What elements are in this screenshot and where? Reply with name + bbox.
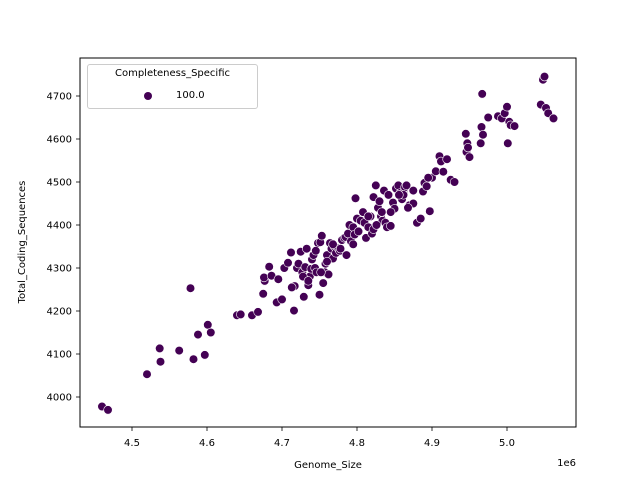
data-point xyxy=(322,257,332,267)
data-point xyxy=(374,196,385,206)
y-tick-label: 4100 xyxy=(47,350,72,361)
y-tick-label: 4500 xyxy=(47,178,72,189)
data-point xyxy=(377,207,387,217)
data-point xyxy=(348,239,358,249)
y-axis-ticks: 4000 4100 4200 4300 4400 4500 4600 4700 xyxy=(47,92,80,404)
data-point xyxy=(236,309,246,320)
data-point xyxy=(476,138,486,148)
data-point xyxy=(548,113,559,123)
data-point xyxy=(502,102,512,112)
data-point xyxy=(423,173,433,183)
data-point xyxy=(174,346,184,356)
data-point xyxy=(539,71,550,82)
data-point xyxy=(277,294,287,305)
y-tick-label: 4700 xyxy=(47,92,72,103)
data-point xyxy=(403,203,413,213)
data-point xyxy=(363,211,373,221)
x-axis-label: Genome_Size xyxy=(294,460,362,471)
data-point xyxy=(185,283,196,293)
x-tick-label: 4.5 xyxy=(124,438,140,449)
legend-title: Completeness_Specific xyxy=(114,68,231,79)
data-point xyxy=(401,180,412,190)
y-tick-label: 4000 xyxy=(47,393,72,404)
data-point xyxy=(483,112,493,123)
data-point xyxy=(258,289,268,299)
data-point xyxy=(463,143,473,153)
legend-marker-icon xyxy=(144,92,152,100)
data-point xyxy=(316,267,326,277)
data-point xyxy=(253,307,263,317)
data-point xyxy=(264,262,274,272)
data-point xyxy=(155,343,165,354)
data-point xyxy=(289,306,299,316)
data-point xyxy=(273,274,283,284)
data-point xyxy=(442,154,452,164)
data-point xyxy=(328,239,338,249)
data-point xyxy=(103,405,113,415)
data-point xyxy=(477,89,487,99)
y-tick-label: 4200 xyxy=(47,307,72,318)
data-point xyxy=(311,246,321,256)
data-point xyxy=(476,122,487,132)
legend-entry-label: 100.0 xyxy=(176,90,205,101)
data-point xyxy=(314,290,325,300)
data-point xyxy=(317,231,327,241)
y-tick-label: 4400 xyxy=(47,221,72,232)
data-point xyxy=(509,121,520,131)
x-tick-label: 4.6 xyxy=(199,438,215,449)
data-point xyxy=(386,207,396,217)
data-point xyxy=(408,186,418,196)
data-point xyxy=(259,272,269,283)
data-points xyxy=(97,71,559,415)
data-point xyxy=(422,181,432,191)
legend-entry: 100.0 xyxy=(88,90,257,104)
y-axis-label: Total_Coding_Sequences xyxy=(17,181,28,305)
x-tick-label: 4.7 xyxy=(274,438,290,449)
data-point xyxy=(155,357,166,367)
data-point xyxy=(142,369,152,379)
data-point xyxy=(438,167,448,177)
data-point xyxy=(386,221,396,231)
x-tick-label: 5.0 xyxy=(499,438,515,449)
data-point xyxy=(478,130,488,140)
data-point xyxy=(335,244,346,254)
data-point xyxy=(371,220,382,230)
data-point xyxy=(341,250,352,260)
data-point xyxy=(193,330,203,340)
data-point xyxy=(416,214,426,224)
data-point xyxy=(283,258,293,268)
data-point xyxy=(449,177,460,187)
data-point xyxy=(206,327,216,338)
x-axis-ticks: 4.5 4.6 4.7 4.8 4.9 5.0 xyxy=(124,427,515,449)
data-point xyxy=(371,180,381,190)
y-tick-label: 4300 xyxy=(47,264,72,275)
data-point xyxy=(350,193,361,203)
data-point xyxy=(200,350,210,360)
x-tick-label: 4.9 xyxy=(424,438,440,449)
data-point xyxy=(461,129,471,139)
data-point xyxy=(394,190,404,200)
x-axis-offset-label: 1e6 xyxy=(557,458,576,469)
data-point xyxy=(303,276,313,286)
plot-area-frame xyxy=(79,57,577,428)
data-point xyxy=(383,190,394,200)
y-tick-label: 4600 xyxy=(47,135,72,146)
data-point xyxy=(286,247,296,258)
data-point xyxy=(425,206,435,216)
data-point xyxy=(302,244,312,254)
data-point xyxy=(287,282,297,293)
data-point xyxy=(203,320,213,330)
data-point xyxy=(299,292,309,302)
data-point xyxy=(353,226,364,236)
data-point xyxy=(318,278,328,288)
x-tick-label: 4.8 xyxy=(349,438,365,449)
data-point xyxy=(188,354,199,364)
data-point xyxy=(503,138,513,148)
data-point xyxy=(464,152,475,162)
legend: Completeness_Specific 100.0 xyxy=(87,64,258,109)
